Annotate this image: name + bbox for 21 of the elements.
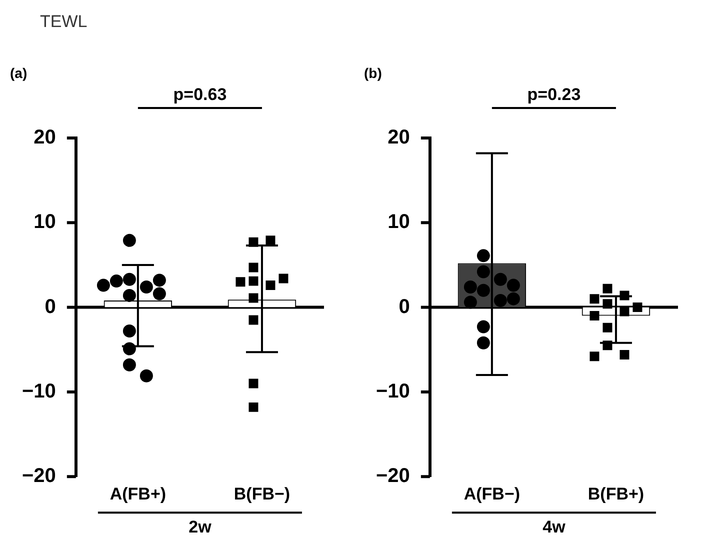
x-tick-label: B(FB+) [588, 484, 644, 504]
y-tick-label: −10 [376, 380, 410, 402]
text: p=0.23 [527, 85, 581, 104]
y-tick-label: 0 [398, 296, 410, 318]
y-tick-label: −20 [22, 465, 56, 488]
y-tick-label: 10 [34, 211, 56, 234]
chart-subtitle: (b) [364, 65, 382, 81]
x-tick-label: A(FB+) [110, 484, 166, 504]
x-axis-title: 4w [542, 518, 566, 537]
text: p=0.63 [173, 85, 227, 104]
y-tick-label: 20 [34, 126, 56, 149]
x-tick-label: B(FB−) [234, 484, 290, 504]
y-tick-label: 20 [388, 126, 410, 149]
x-tick-label: A(FB−) [464, 484, 520, 504]
y-tick-label: 10 [388, 211, 410, 234]
x-axis-title: 2w [188, 518, 212, 537]
chart-title: TEWL [39, 11, 88, 33]
y-tick-label: 0 [44, 296, 56, 318]
y-tick-label: −20 [376, 465, 410, 488]
chart-subtitle: (a) [10, 65, 28, 81]
y-tick-label: −10 [22, 380, 56, 402]
